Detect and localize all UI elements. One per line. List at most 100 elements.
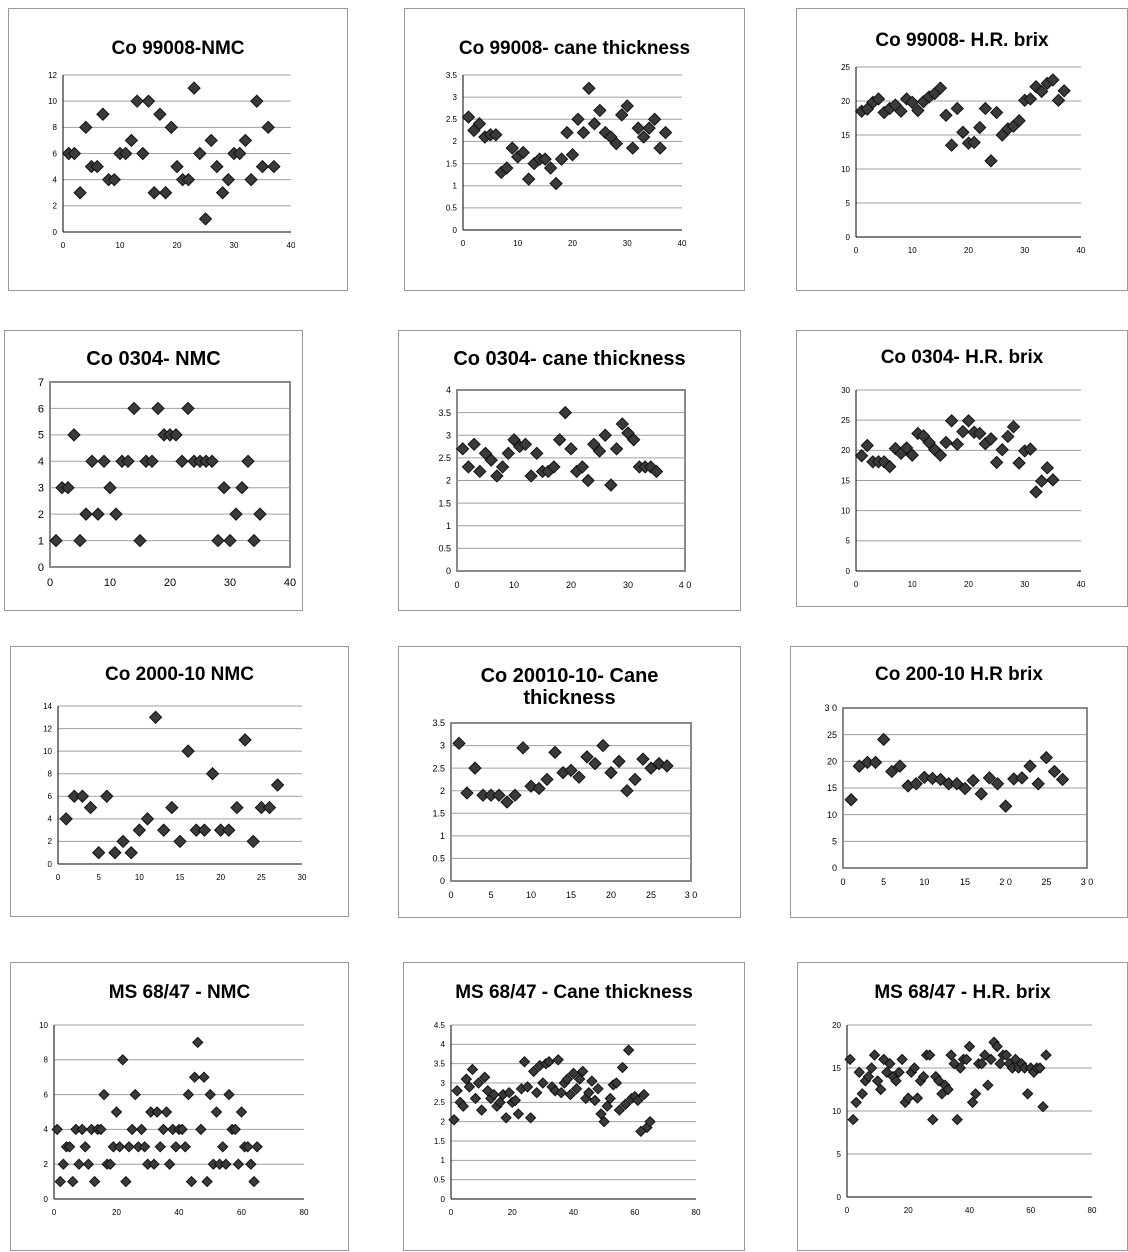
data-point [973, 426, 987, 441]
data-point [612, 754, 626, 769]
data-point [925, 771, 940, 786]
data-point [76, 1123, 88, 1136]
y-tick-label: 5 [846, 199, 851, 208]
data-point [473, 464, 487, 479]
y-tick-label: 3 0 [824, 703, 837, 713]
data-point [1034, 84, 1049, 99]
x-tick-label: 40 [678, 239, 687, 248]
chart-title: Co 200-10 H.R brix [875, 664, 1043, 685]
data-point [560, 125, 574, 140]
x-tick-label: 30 [623, 580, 633, 590]
chart-panel-ms6847-cane-thickness: MS 68/47 - Cane thickness 0 0.5 1 1.5 2 2.5 3 3.… [403, 962, 745, 1251]
data-point [547, 460, 561, 474]
data-point [944, 414, 959, 428]
data-point [247, 533, 261, 548]
data-point [989, 105, 1004, 120]
data-point [118, 146, 133, 161]
data-point [530, 446, 544, 461]
data-point [147, 186, 161, 200]
x-tick-label: 15 [176, 873, 185, 882]
data-point [609, 442, 624, 456]
data-point [984, 154, 998, 168]
data-point [860, 438, 874, 453]
data-point [211, 533, 225, 548]
data-point [153, 107, 167, 121]
data-point [626, 433, 641, 447]
data-point [123, 1141, 135, 1153]
data-point [463, 1081, 476, 1093]
data-point [197, 823, 212, 837]
data-point [1034, 474, 1049, 488]
x-tick-label: 40 [1077, 246, 1086, 255]
data-point [124, 133, 139, 148]
plot-frame [49, 381, 291, 568]
x-tick-label: 20 [164, 577, 176, 589]
data-point [658, 125, 673, 140]
data-point [604, 1092, 616, 1105]
x-tick-label: 4 0 [679, 580, 692, 590]
data-point [170, 1141, 182, 1153]
data-point [905, 95, 919, 110]
data-point [610, 1077, 623, 1089]
y-tick-label: 6 [44, 1090, 49, 1099]
scatter-plot: 0 1 2 3 4 5 6 7 0 10 20 30 40 [38, 377, 296, 589]
x-tick-label: 0 [454, 580, 459, 590]
y-tick-label: 2.5 [438, 453, 451, 463]
y-tick-label: 0.5 [432, 854, 445, 864]
data-point [865, 1062, 878, 1074]
data-point [501, 446, 516, 461]
data-point [982, 1079, 994, 1091]
scatter-plot: 0 0.5 1 1.5 2 2.5 3 3.5 4 4.5 0 20 40 60 80 [434, 1021, 701, 1217]
data-point [61, 481, 75, 495]
x-tick-label: 40 [569, 1208, 578, 1217]
data-point [469, 1092, 482, 1105]
x-tick-label: 20 [964, 580, 973, 589]
scatter-plot: 0 2 4 6 8 10 0 20 40 60 80 [39, 1021, 309, 1217]
scatter-plot: 0 5 10 15 20 0 20 40 60 80 [832, 1021, 1097, 1215]
x-tick-label: 10 [526, 890, 536, 900]
data-point [185, 1175, 198, 1188]
data-point [532, 781, 546, 796]
data-point [956, 125, 970, 139]
scatter-plot: 0 2 4 6 8 10 12 0 10 20 30 40 [48, 71, 296, 250]
x-tick-label: 0 [52, 1208, 57, 1217]
data-point [163, 1158, 176, 1170]
scatter-plot: 0 5 10 15 20 25 30 0 10 20 30 40 [841, 386, 1086, 589]
data-point [961, 414, 976, 428]
data-point [1029, 485, 1043, 499]
data-point [140, 812, 155, 826]
data-point [210, 1106, 223, 1118]
x-tick-label: 60 [1026, 1206, 1035, 1215]
data-point [157, 1123, 170, 1136]
y-tick-label: 1 [440, 831, 445, 841]
data-point [902, 1092, 914, 1104]
x-tick-label: 60 [630, 1208, 639, 1217]
y-tick-label: 4 [48, 815, 53, 824]
data-point [192, 1036, 204, 1049]
scatter-plot: 0 5 10 15 20 25 0 10 20 30 40 [841, 63, 1086, 255]
data-point [950, 777, 964, 791]
data-point [210, 159, 224, 174]
x-tick-label: 0 [56, 873, 61, 882]
data-point [222, 823, 236, 837]
data-point [82, 1158, 95, 1170]
data-point [853, 1066, 865, 1079]
data-point [844, 793, 858, 807]
data-point [490, 469, 504, 483]
data-point [182, 1088, 195, 1101]
data-point [950, 437, 964, 452]
data-point [905, 448, 919, 462]
y-tick-label: 4 [38, 456, 44, 468]
x-tick-label: 30 [298, 873, 307, 882]
y-tick-label: 0 [38, 562, 44, 574]
y-tick-label: 25 [827, 730, 837, 740]
x-tick-label: 0 [461, 239, 466, 248]
data-point [589, 1094, 601, 1107]
x-tick-label: 25 [257, 873, 266, 882]
scatter-plot: 0 0.5 1 1.5 2 2.5 3 3.5 0 5 10 15 20 25 3 0 [432, 718, 697, 900]
data-point [581, 473, 595, 488]
y-tick-label: 0.5 [438, 544, 451, 554]
y-tick-label: 6 [48, 792, 53, 801]
data-point [460, 786, 474, 800]
data-point [57, 1158, 70, 1170]
